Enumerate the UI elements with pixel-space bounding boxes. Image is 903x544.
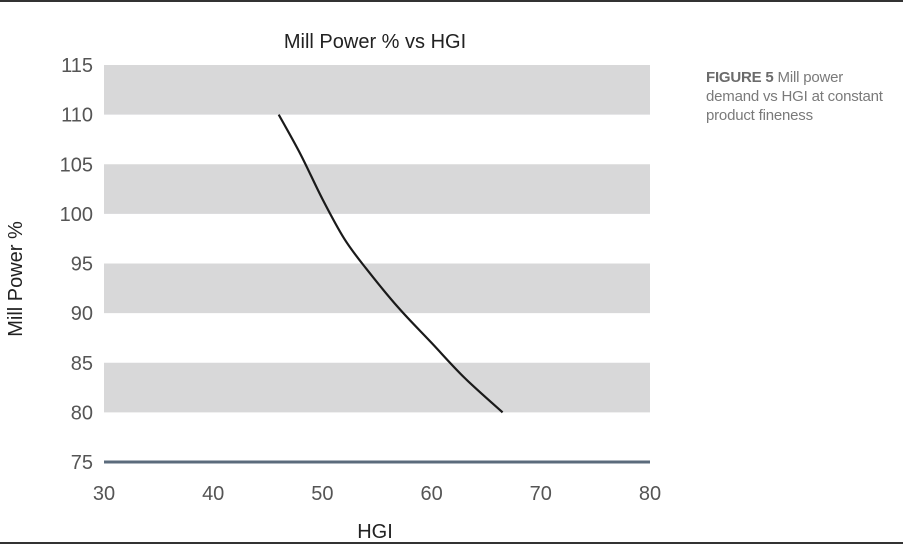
x-tick-label: 40 bbox=[202, 483, 224, 505]
y-tick-label: 80 bbox=[71, 402, 93, 424]
x-tick-group: 30 40 50 60 70 80 bbox=[93, 483, 661, 505]
y-tick-label: 95 bbox=[71, 254, 93, 276]
band-group bbox=[104, 65, 650, 412]
y-tick-label: 75 bbox=[71, 452, 93, 474]
y-axis-label: Mill Power % bbox=[5, 221, 27, 337]
y-tick-label: 105 bbox=[60, 154, 93, 176]
y-tick-label: 115 bbox=[61, 55, 93, 77]
x-tick-label: 80 bbox=[639, 483, 661, 505]
y-tick-label: 100 bbox=[60, 204, 93, 226]
y-tick-group: 75 80 85 90 95 100 105 110 115 bbox=[60, 55, 93, 474]
y-tick-label: 90 bbox=[71, 303, 93, 325]
band-2 bbox=[104, 164, 650, 214]
y-tick-label: 85 bbox=[71, 353, 93, 375]
figure-label: FIGURE 5 bbox=[706, 69, 774, 86]
x-tick-label: 50 bbox=[311, 483, 333, 505]
chart-title: Mill Power % vs HGI bbox=[284, 31, 466, 53]
figure-caption: FIGURE 5 Mill power demand vs HGI at con… bbox=[706, 68, 898, 125]
x-axis-label: HGI bbox=[357, 521, 393, 543]
x-tick-label: 60 bbox=[420, 483, 442, 505]
x-tick-label: 30 bbox=[93, 483, 115, 505]
band-1 bbox=[104, 264, 650, 314]
x-tick-label: 70 bbox=[530, 483, 552, 505]
band-0 bbox=[104, 363, 650, 413]
band-3 bbox=[104, 65, 650, 115]
y-tick-label: 110 bbox=[61, 105, 93, 127]
